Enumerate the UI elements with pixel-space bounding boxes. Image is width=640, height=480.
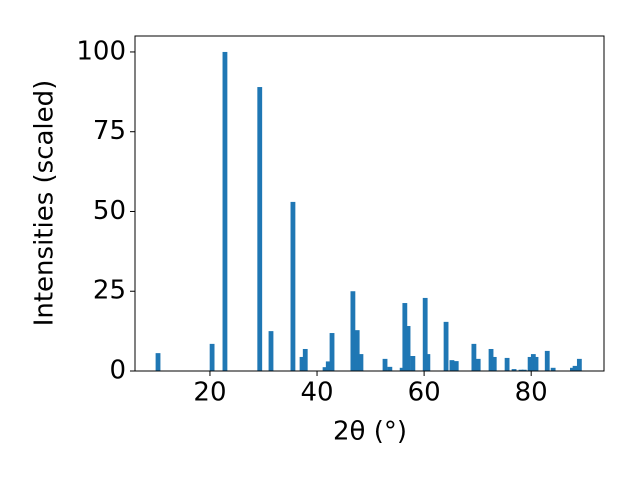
bar [422,297,428,371]
bar [382,358,388,371]
bar [518,369,524,371]
bar [387,366,393,371]
x-tick-label: 60 [408,378,441,408]
bar [550,367,556,371]
x-axis-label: 2θ (°) [333,417,407,447]
bar [222,51,228,371]
bar [471,343,477,371]
bar [410,356,416,371]
y-tick-label: 50 [93,196,126,226]
bar [533,356,539,371]
bar [350,291,356,371]
bar [302,348,308,371]
bar [322,367,328,371]
bar [399,367,405,371]
bar [572,365,578,371]
bar [504,357,510,371]
y-tick-label: 75 [93,116,126,146]
bar [570,367,575,371]
plot-frame [134,35,605,372]
x-tick-label: 40 [300,378,333,408]
bar [325,361,331,371]
bar [488,348,494,371]
bar [354,330,360,371]
bar [443,321,449,371]
bar [453,361,459,371]
x-tick-label: 80 [515,378,548,408]
bar [290,201,296,371]
bar [299,356,305,371]
bar [530,354,536,371]
bar [268,331,274,371]
y-axis-label: Intensities (scaled) [30,80,60,327]
bar [209,343,215,371]
bar [257,87,263,372]
bar [425,354,431,371]
bar [405,326,411,371]
bar [449,360,455,371]
bar [511,369,517,371]
y-tick-label: 25 [93,276,126,306]
x-tick-label: 20 [193,378,226,408]
bar [527,356,533,371]
bar [576,358,582,371]
y-tick-label: 100 [76,36,126,66]
bar [544,350,550,371]
bar [521,369,527,371]
bar [329,333,335,371]
bar [402,303,408,371]
bar [358,354,364,371]
bar [475,358,481,371]
bar [155,353,161,371]
y-tick-label: 0 [109,356,126,386]
bar [491,356,497,371]
